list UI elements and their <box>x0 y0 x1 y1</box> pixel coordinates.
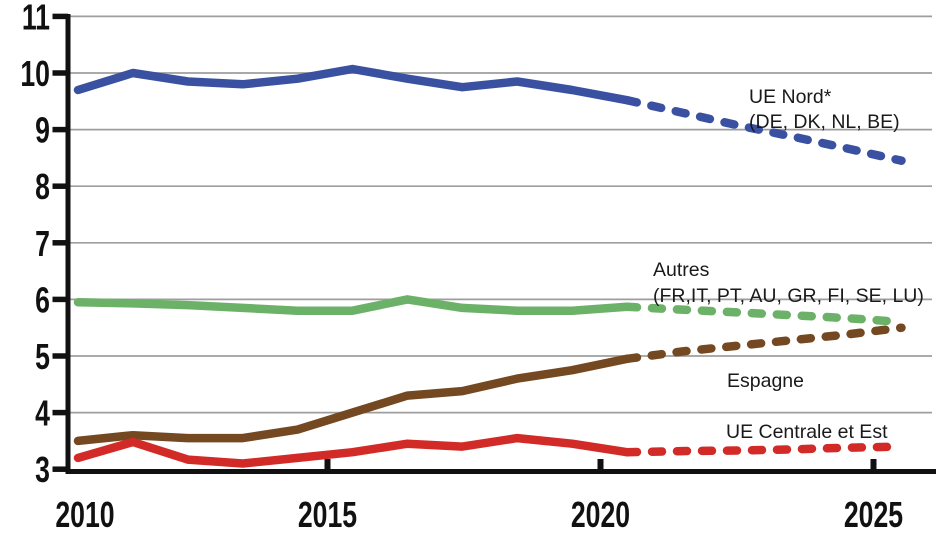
series-label-line: (DE, DK, NL, BE) <box>749 110 900 133</box>
y-tick-label-4: 4 <box>35 393 50 434</box>
series-line-solid-1 <box>73 295 632 315</box>
series-line-solid-0 <box>73 64 632 105</box>
y-tick-label-9: 9 <box>35 110 50 151</box>
x-tick-label-2010: 2010 <box>55 494 114 535</box>
series-label-line: UE Nord* <box>749 86 832 108</box>
series-line-projection-3 <box>622 442 906 457</box>
series-label-ue-nord: UE Nord* (DE, DK, NL, BE) <box>749 85 900 134</box>
x-tick-label-2015: 2015 <box>298 494 357 535</box>
series-label-autres: Autres (FR,IT, PT, AU, GR, FI, SE, LU) <box>653 257 924 309</box>
y-tick-label-3: 3 <box>35 449 50 490</box>
series-label-line: Espagne <box>727 370 804 392</box>
series-line-projection-0 <box>622 95 906 165</box>
series-line-solid-3 <box>73 433 632 468</box>
y-tick-label-7: 7 <box>35 223 50 264</box>
series-line-solid-2 <box>73 354 632 446</box>
series-line-projection-1 <box>622 302 906 327</box>
x-tick-label-2025: 2025 <box>844 494 903 535</box>
series-label-line: UE Centrale et Est <box>726 421 888 443</box>
y-tick-label-8: 8 <box>35 166 50 207</box>
series-label-ue-centrale-et-est: UE Centrale et Est <box>726 420 887 445</box>
y-tick-label-6: 6 <box>35 279 50 320</box>
series-line-projection-2 <box>622 323 906 364</box>
y-tick-label-11: 11 <box>22 0 50 37</box>
y-tick-label-10: 10 <box>20 53 50 94</box>
series-label-espagne: Espagne <box>727 369 804 394</box>
series-label-line: (FR,IT, PT, AU, GR, FI, SE, LU) <box>653 285 924 307</box>
x-tick-label-2020: 2020 <box>571 494 630 535</box>
series-label-line: Autres <box>653 259 710 281</box>
y-tick-label-5: 5 <box>35 336 50 377</box>
